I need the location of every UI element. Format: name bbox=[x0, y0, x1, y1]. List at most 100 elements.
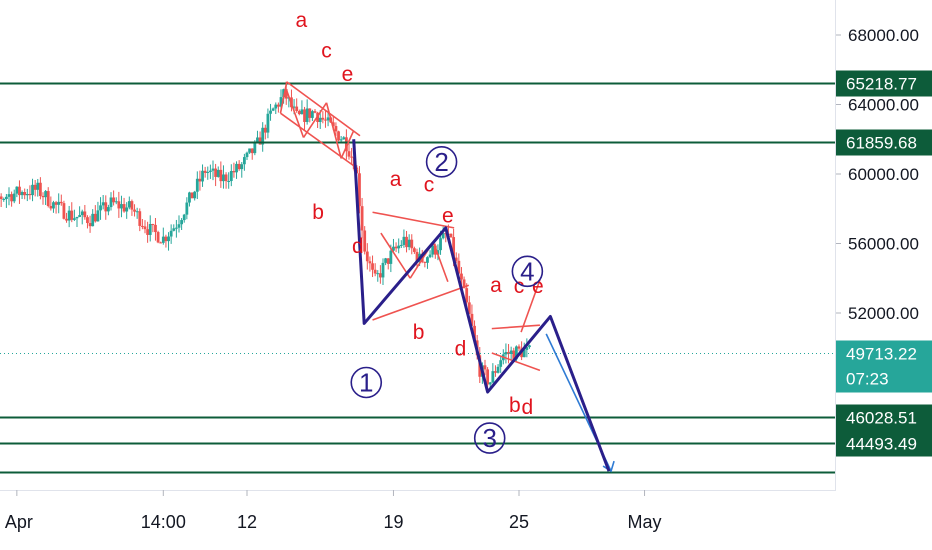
candle-body-78 bbox=[177, 224, 181, 228]
flag1-zig-d bbox=[340, 130, 355, 159]
candle-body-124 bbox=[297, 111, 301, 115]
candle-body-149 bbox=[363, 230, 367, 252]
candle-body-98 bbox=[229, 171, 233, 182]
flag2-upper bbox=[372, 211, 455, 229]
candle-body-40 bbox=[78, 215, 82, 217]
time-tick-label-1: 14:00 bbox=[141, 512, 186, 532]
candle-body-23 bbox=[33, 184, 37, 190]
candle-body-147 bbox=[358, 173, 361, 207]
flag1-zig-a bbox=[286, 90, 305, 138]
candle-body-199 bbox=[494, 371, 497, 373]
candle-body-128 bbox=[308, 108, 312, 118]
candle-body-137 bbox=[331, 122, 335, 127]
candle-body-86 bbox=[198, 178, 202, 182]
candle-body-25 bbox=[38, 182, 42, 196]
candle-body-102 bbox=[240, 164, 244, 170]
candle-body-28 bbox=[46, 191, 50, 207]
wave-number-3: 4 bbox=[520, 256, 534, 286]
candle-body-75 bbox=[169, 230, 173, 237]
candle-body-13 bbox=[7, 194, 11, 197]
level-tag-label-3: 44493.49 bbox=[846, 435, 917, 454]
candle-body-197 bbox=[488, 382, 492, 385]
candle-body-105 bbox=[248, 148, 252, 153]
candle-body-182 bbox=[449, 233, 453, 238]
time-axis-background[interactable] bbox=[0, 490, 836, 550]
candle-body-74 bbox=[167, 236, 170, 242]
candle-body-164 bbox=[402, 236, 406, 245]
candle-body-205 bbox=[509, 350, 513, 354]
wave-letter-11: c bbox=[514, 275, 525, 298]
candle-body-53 bbox=[112, 197, 116, 203]
candle-body-173 bbox=[426, 257, 429, 263]
candle-body-154 bbox=[376, 273, 380, 275]
candle-body-72 bbox=[161, 236, 165, 243]
candle-body-29 bbox=[49, 206, 53, 209]
wave-letter-14: d bbox=[522, 396, 534, 419]
price-tick-label-4: 52000.00 bbox=[848, 304, 919, 323]
candle-body-112 bbox=[266, 113, 270, 133]
countdown-label: 07:23 bbox=[846, 370, 889, 389]
candle-body-10 bbox=[0, 196, 3, 200]
price-tick-label-2: 60000.00 bbox=[848, 165, 919, 184]
candle-body-165 bbox=[405, 236, 408, 248]
candle-body-187 bbox=[462, 279, 466, 289]
candle-body-89 bbox=[206, 171, 210, 173]
candle-body-22 bbox=[31, 184, 34, 196]
candle-body-141 bbox=[342, 137, 346, 140]
candle-body-66 bbox=[146, 229, 150, 235]
wave-letter-3: b bbox=[312, 201, 324, 224]
candle-body-178 bbox=[439, 238, 442, 251]
current-price-label: 49713.22 bbox=[846, 345, 917, 364]
candle-body-201 bbox=[499, 360, 503, 367]
wave-number-circle-2 bbox=[473, 422, 506, 454]
current-price-tag bbox=[836, 340, 932, 393]
candle-body-117 bbox=[279, 97, 283, 107]
candle-body-54 bbox=[114, 201, 118, 203]
wave-number-1: 2 bbox=[434, 147, 448, 177]
candle-body-68 bbox=[151, 224, 155, 226]
candle-body-188 bbox=[465, 288, 469, 303]
wave-letter-9: d bbox=[455, 338, 467, 361]
candle-body-41 bbox=[80, 211, 84, 216]
candle-body-34 bbox=[62, 203, 66, 219]
candle-body-203 bbox=[504, 352, 508, 355]
horizontal-levels bbox=[0, 82, 836, 474]
candle-body-132 bbox=[318, 117, 322, 122]
candle-body-80 bbox=[182, 214, 186, 221]
candle-body-36 bbox=[67, 210, 71, 221]
candle-body-161 bbox=[394, 246, 398, 249]
candle-body-65 bbox=[143, 226, 147, 230]
candle-body-110 bbox=[261, 127, 265, 145]
candle-body-73 bbox=[164, 236, 168, 242]
candle-body-108 bbox=[256, 137, 259, 142]
candle-body-62 bbox=[135, 211, 139, 213]
wave-path bbox=[352, 139, 611, 472]
candle-body-135 bbox=[326, 117, 330, 121]
candle-body-99 bbox=[232, 171, 236, 173]
candle-body-35 bbox=[65, 218, 68, 221]
candle-body-144 bbox=[350, 156, 354, 158]
candle-body-160 bbox=[392, 246, 395, 251]
candle-body-39 bbox=[75, 216, 79, 219]
candle-body-24 bbox=[36, 182, 40, 190]
candle-body-87 bbox=[201, 170, 204, 182]
candle-body-179 bbox=[441, 233, 445, 239]
candle-body-123 bbox=[295, 106, 299, 112]
candle-body-174 bbox=[428, 254, 432, 258]
candle-body-143 bbox=[347, 151, 351, 157]
level-tag-label-1: 61859.68 bbox=[846, 134, 917, 153]
candle-body-208 bbox=[517, 346, 521, 349]
candle-body-122 bbox=[292, 106, 296, 108]
candle-body-26 bbox=[41, 195, 45, 198]
candle-body-91 bbox=[211, 168, 215, 171]
candle-body-111 bbox=[263, 127, 267, 133]
candle-body-176 bbox=[433, 245, 437, 255]
candle-body-163 bbox=[399, 244, 403, 246]
candle-body-60 bbox=[130, 201, 134, 210]
candle-body-82 bbox=[188, 192, 191, 203]
candle-body-151 bbox=[368, 261, 372, 264]
flag3-rise bbox=[520, 279, 541, 333]
